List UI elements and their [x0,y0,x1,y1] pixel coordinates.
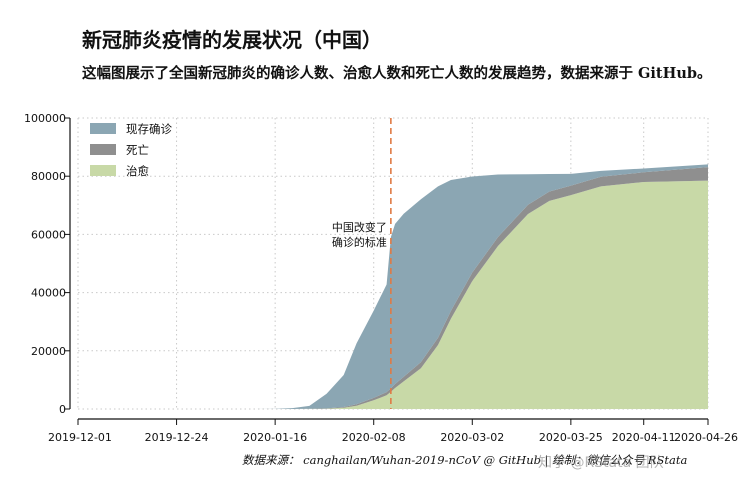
y-tick-label: 40000 [31,287,66,300]
x-tick-label: 2020-02-08 [342,431,406,444]
y-tick-label: 60000 [31,228,66,241]
y-tick-label: 80000 [31,170,66,183]
area-现存确诊 [78,164,708,409]
y-tick-label: 100000 [24,112,66,125]
legend-label: 死亡 [126,143,149,157]
chart-subtitle: 这幅图展示了全国新冠肺炎的确诊人数、治愈人数和死亡人数的发展趋势，数据来源于 G… [82,65,712,82]
stacked-areas [78,164,708,409]
legend-label: 现存确诊 [126,122,172,136]
annotation-text: 确诊的标准 [332,235,387,249]
y-tick-label: 20000 [31,345,66,358]
x-tick-label: 2020-03-02 [440,431,504,444]
annotation-text: 中国改变了 [332,220,387,234]
y-tick-label: 0 [59,403,66,416]
x-tick-label: 2020-04-26 [674,431,738,444]
watermark: 知乎 @RStata 团队 [538,455,664,471]
legend-swatch [90,165,116,176]
area-治愈 [78,180,708,409]
x-tick-label: 2020-01-16 [243,431,307,444]
legend-label: 治愈 [126,164,149,178]
legend-swatch [90,144,116,155]
legend-swatch [90,123,116,134]
chart-title: 新冠肺炎疫情的发展状况（中国） [82,28,382,52]
x-tick-label: 2019-12-01 [48,431,112,444]
axes: 0 20000 40000 60000 80000 100000 2019-12-01 201… [24,112,738,444]
x-tick-label: 2019-12-24 [145,431,209,444]
x-tick-label: 2020-03-25 [539,431,603,444]
x-tick-label: 2020-04-11 [612,431,676,444]
source-note: 数据来源： canghailan/Wuhan-2019-nCoV @ GitHu… [242,453,688,467]
